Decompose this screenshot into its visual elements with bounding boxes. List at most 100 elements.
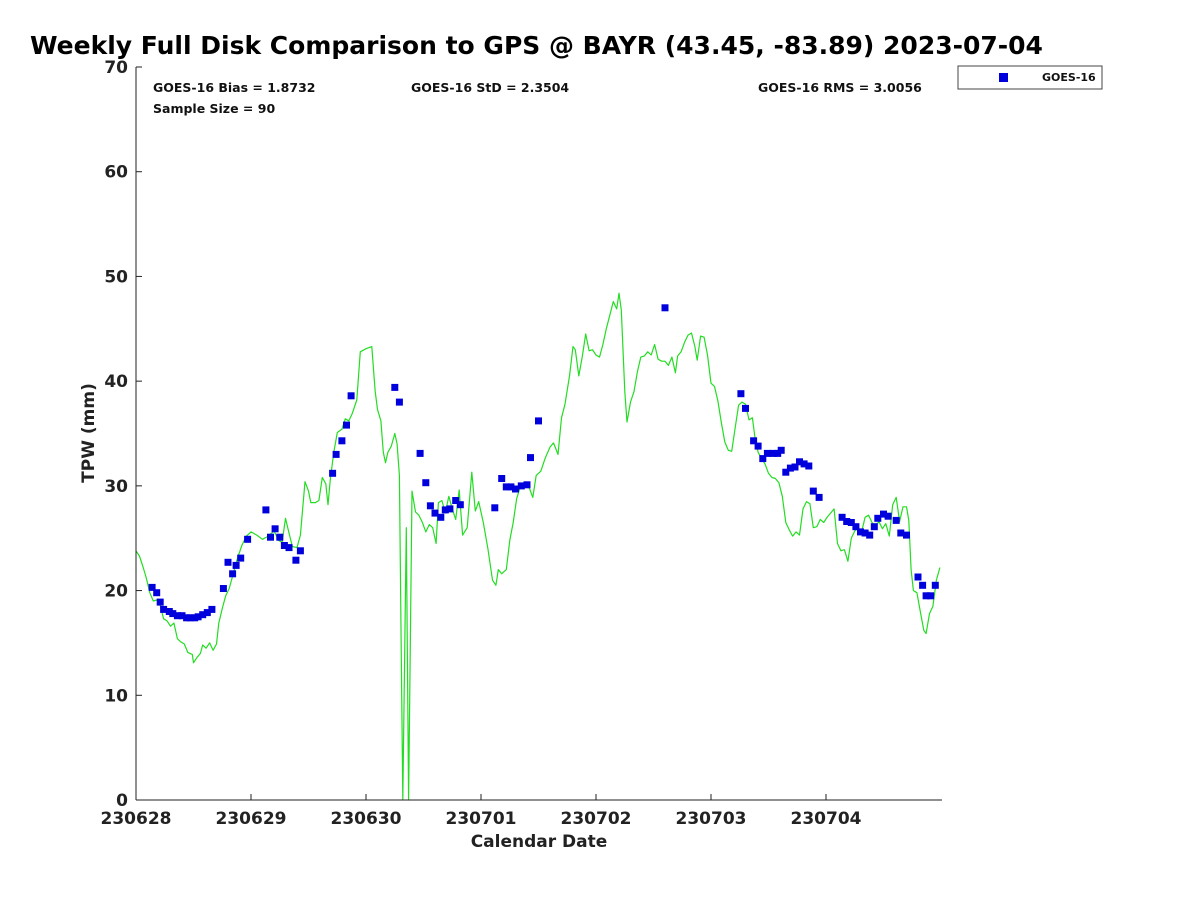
bias-stat: GOES-16 Bias = 1.8732 bbox=[153, 80, 315, 95]
y-axis-label: TPW (mm) bbox=[79, 383, 99, 483]
goes16-point bbox=[186, 614, 194, 622]
goes16-point bbox=[194, 613, 202, 621]
legend-marker-goes16 bbox=[999, 73, 1008, 82]
gps-series-layer bbox=[135, 292, 941, 801]
goes16-point bbox=[329, 469, 337, 477]
x-tick-label: 230704 bbox=[791, 809, 862, 829]
goes16-point bbox=[661, 304, 669, 312]
goes16-point bbox=[782, 468, 790, 476]
y-tick-label: 40 bbox=[104, 372, 128, 392]
goes16-point bbox=[874, 514, 882, 522]
goes16-point bbox=[285, 544, 293, 552]
goes16-point bbox=[262, 506, 270, 514]
goes16-point bbox=[153, 589, 161, 597]
goes16-point bbox=[507, 483, 515, 491]
goes16-point bbox=[271, 525, 279, 533]
chart-title: Weekly Full Disk Comparison to GPS @ BAY… bbox=[30, 31, 1043, 60]
goes16-point bbox=[224, 558, 232, 566]
goes16-point bbox=[931, 581, 939, 589]
goes16-point bbox=[173, 612, 181, 620]
goes16-point bbox=[395, 398, 403, 406]
goes16-point bbox=[203, 609, 211, 617]
goes16-point bbox=[178, 612, 186, 620]
goes16-point bbox=[796, 458, 803, 466]
goes16-point bbox=[815, 493, 823, 501]
goes16-point bbox=[148, 583, 156, 591]
goes16-point bbox=[777, 446, 785, 454]
goes16-point bbox=[416, 449, 424, 457]
x-tick-label: 230630 bbox=[331, 809, 402, 829]
y-tick-label: 20 bbox=[104, 582, 128, 602]
gps-series-line bbox=[135, 292, 941, 801]
goes16-point bbox=[347, 392, 355, 400]
goes16-point bbox=[498, 475, 506, 482]
goes16-point bbox=[857, 528, 864, 536]
goes16-point bbox=[769, 449, 777, 457]
goes16-point bbox=[160, 605, 168, 613]
goes16-point bbox=[208, 605, 216, 613]
goes16-point bbox=[809, 487, 817, 495]
goes16-point bbox=[805, 462, 813, 470]
goes16-point bbox=[843, 518, 851, 525]
goes16-point bbox=[199, 611, 207, 619]
sample-size-stat: Sample Size = 90 bbox=[153, 101, 275, 116]
goes16-point bbox=[276, 533, 284, 541]
legend: GOES-16 bbox=[957, 65, 1103, 90]
goes16-point bbox=[452, 497, 460, 504]
goes16-point bbox=[292, 556, 300, 564]
x-axis-label: Calendar Date bbox=[471, 832, 608, 852]
goes16-point bbox=[156, 598, 164, 606]
goes16-point bbox=[527, 454, 534, 462]
goes16-point bbox=[426, 502, 434, 510]
x-tick-label: 230629 bbox=[216, 809, 287, 829]
std-stat: GOES-16 StD = 2.3504 bbox=[411, 80, 569, 95]
goes16-point bbox=[861, 529, 869, 537]
goes16-point bbox=[866, 531, 874, 539]
y-tick-label: 50 bbox=[104, 267, 128, 287]
goes16-point bbox=[523, 481, 531, 489]
goes16-point bbox=[512, 485, 519, 493]
goes16-point bbox=[267, 533, 274, 541]
goes16-point bbox=[229, 570, 237, 578]
goes16-point bbox=[903, 531, 910, 539]
y-tick-label: 30 bbox=[104, 477, 128, 497]
goes-series-layer bbox=[148, 304, 939, 622]
goes16-point bbox=[437, 513, 445, 521]
goes16-point bbox=[754, 442, 762, 450]
goes16-point bbox=[332, 450, 340, 458]
goes16-point bbox=[897, 529, 905, 537]
goes16-point bbox=[786, 464, 794, 472]
x-tick-label: 230702 bbox=[561, 809, 632, 829]
goes16-point bbox=[847, 519, 855, 526]
goes16-point bbox=[446, 505, 454, 513]
goes16-point bbox=[884, 512, 892, 520]
goes16-point bbox=[750, 437, 758, 445]
goes16-point bbox=[338, 437, 346, 445]
goes16-point bbox=[870, 523, 878, 531]
goes16-point bbox=[296, 547, 304, 555]
goes16-point bbox=[517, 482, 525, 490]
goes16-point bbox=[343, 421, 350, 429]
x-tick-label: 230703 bbox=[676, 809, 747, 829]
x-tick-label: 230628 bbox=[101, 809, 172, 829]
goes16-point bbox=[391, 383, 399, 391]
goes16-point bbox=[491, 504, 499, 512]
goes16-point bbox=[914, 573, 922, 581]
goes16-point bbox=[169, 610, 177, 618]
axes: 0 10 20 30 40 50 60 70 230628 230629 230630 230701… bbox=[101, 58, 942, 829]
y-tick-label: 60 bbox=[104, 163, 128, 183]
goes16-point bbox=[219, 585, 227, 592]
x-ticks: 230628 230629 230630 230701 230702 230703 2307… bbox=[101, 794, 862, 829]
goes16-point bbox=[441, 506, 449, 514]
goes16-point bbox=[852, 523, 860, 531]
goes16-point bbox=[422, 479, 430, 487]
goes16-point bbox=[502, 483, 510, 491]
goes16-point bbox=[919, 581, 927, 589]
rms-stat: GOES-16 RMS = 3.0056 bbox=[758, 80, 922, 95]
goes16-point bbox=[763, 449, 771, 457]
goes16-point bbox=[431, 509, 439, 517]
y-tick-label: 0 bbox=[116, 791, 128, 811]
goes16-point bbox=[838, 513, 846, 521]
goes16-point bbox=[742, 404, 749, 412]
